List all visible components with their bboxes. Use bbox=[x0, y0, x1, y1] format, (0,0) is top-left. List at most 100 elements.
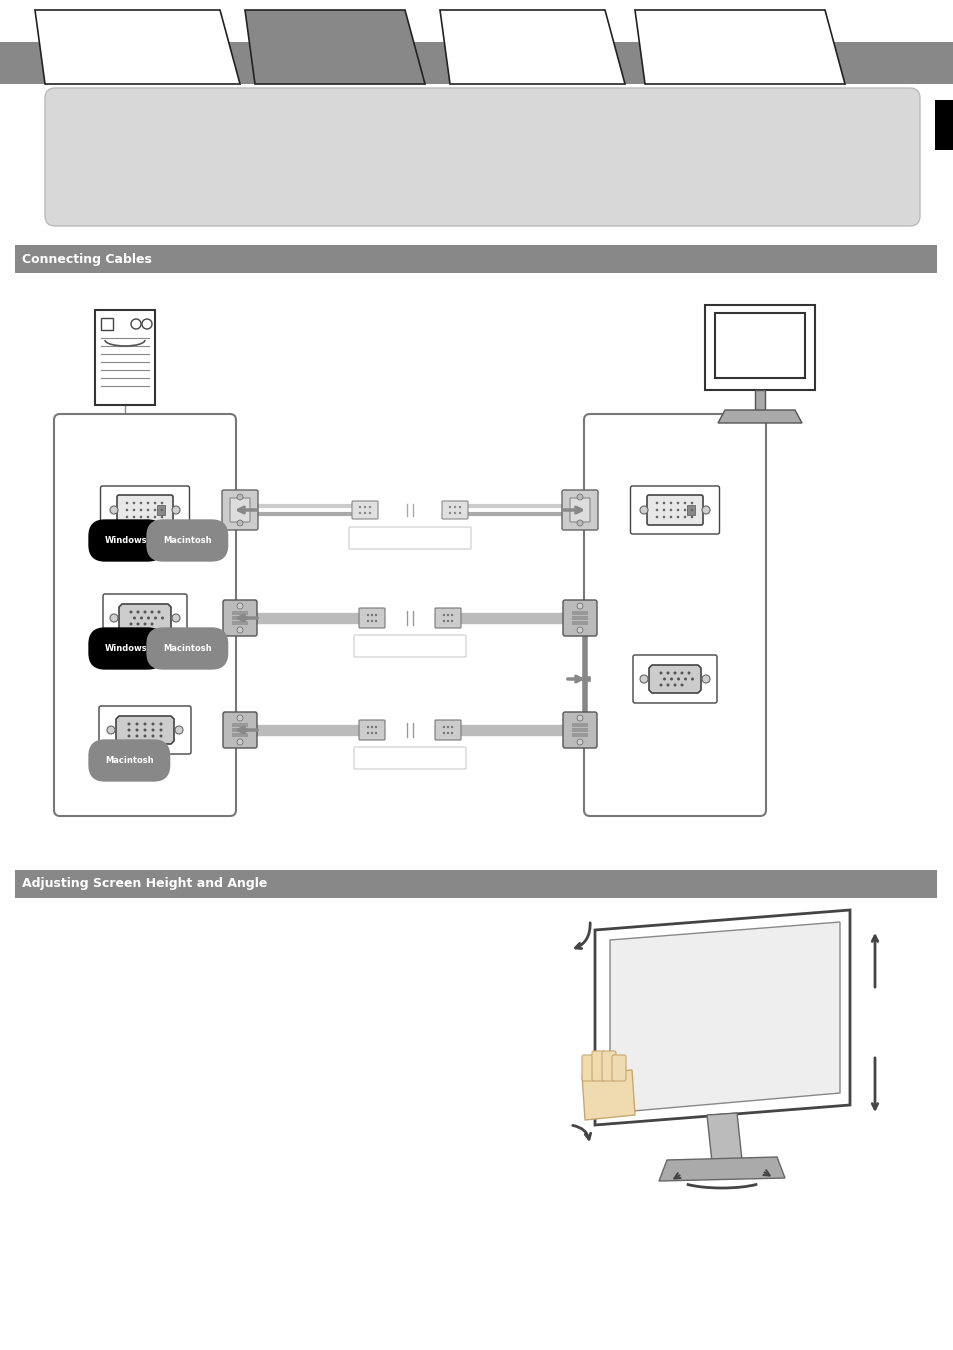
Circle shape bbox=[236, 716, 243, 721]
Polygon shape bbox=[635, 9, 844, 84]
Circle shape bbox=[132, 502, 135, 505]
Polygon shape bbox=[648, 666, 700, 693]
Circle shape bbox=[110, 614, 118, 622]
Bar bbox=[572, 621, 587, 625]
Text: Macintosh: Macintosh bbox=[105, 756, 153, 765]
FancyBboxPatch shape bbox=[441, 501, 468, 518]
Circle shape bbox=[369, 512, 371, 514]
Circle shape bbox=[577, 494, 582, 499]
FancyBboxPatch shape bbox=[223, 711, 256, 748]
Circle shape bbox=[442, 732, 445, 734]
Circle shape bbox=[442, 726, 445, 728]
Circle shape bbox=[451, 726, 453, 728]
Polygon shape bbox=[718, 410, 801, 423]
Polygon shape bbox=[119, 603, 171, 632]
FancyBboxPatch shape bbox=[352, 501, 377, 518]
Circle shape bbox=[446, 726, 449, 728]
FancyBboxPatch shape bbox=[435, 608, 460, 628]
FancyBboxPatch shape bbox=[435, 720, 460, 740]
FancyBboxPatch shape bbox=[230, 498, 250, 522]
Circle shape bbox=[152, 729, 154, 732]
FancyBboxPatch shape bbox=[358, 608, 385, 628]
Circle shape bbox=[448, 506, 451, 508]
Bar bbox=[754, 390, 764, 410]
FancyBboxPatch shape bbox=[54, 414, 235, 815]
Bar bbox=[572, 612, 587, 616]
Circle shape bbox=[446, 614, 449, 616]
Circle shape bbox=[153, 509, 156, 512]
Circle shape bbox=[655, 509, 658, 512]
Circle shape bbox=[659, 683, 661, 687]
Circle shape bbox=[126, 516, 128, 518]
Polygon shape bbox=[35, 9, 240, 84]
Circle shape bbox=[143, 734, 147, 737]
Bar bbox=[232, 728, 248, 732]
Circle shape bbox=[132, 516, 135, 518]
Bar bbox=[686, 505, 695, 514]
Circle shape bbox=[363, 506, 366, 508]
Circle shape bbox=[577, 738, 582, 745]
Circle shape bbox=[159, 734, 162, 737]
Circle shape bbox=[676, 509, 679, 512]
FancyBboxPatch shape bbox=[630, 486, 719, 535]
Circle shape bbox=[363, 512, 366, 514]
Circle shape bbox=[442, 614, 445, 616]
Circle shape bbox=[358, 506, 361, 508]
Circle shape bbox=[375, 726, 376, 728]
FancyBboxPatch shape bbox=[354, 634, 465, 657]
Circle shape bbox=[673, 671, 676, 675]
Circle shape bbox=[151, 622, 153, 625]
FancyBboxPatch shape bbox=[349, 526, 471, 549]
Circle shape bbox=[639, 506, 647, 514]
Circle shape bbox=[135, 734, 138, 737]
Circle shape bbox=[676, 502, 679, 505]
Circle shape bbox=[442, 620, 445, 622]
Circle shape bbox=[371, 620, 373, 622]
Bar bbox=[714, 313, 804, 378]
Text: Windows: Windows bbox=[105, 644, 148, 653]
Circle shape bbox=[174, 726, 183, 734]
FancyBboxPatch shape bbox=[562, 711, 597, 748]
FancyBboxPatch shape bbox=[100, 486, 190, 535]
FancyBboxPatch shape bbox=[222, 490, 257, 531]
Circle shape bbox=[446, 620, 449, 622]
Circle shape bbox=[366, 620, 369, 622]
Circle shape bbox=[126, 502, 128, 505]
Circle shape bbox=[159, 729, 162, 732]
Circle shape bbox=[666, 671, 669, 675]
Circle shape bbox=[236, 520, 243, 526]
Circle shape bbox=[153, 617, 157, 620]
FancyBboxPatch shape bbox=[569, 498, 589, 522]
Circle shape bbox=[160, 509, 163, 512]
Circle shape bbox=[662, 502, 664, 505]
Bar bbox=[157, 505, 165, 514]
FancyBboxPatch shape bbox=[223, 599, 256, 636]
Circle shape bbox=[673, 683, 676, 687]
Bar bbox=[572, 733, 587, 737]
FancyBboxPatch shape bbox=[99, 706, 191, 755]
Circle shape bbox=[152, 734, 154, 737]
FancyBboxPatch shape bbox=[633, 655, 717, 703]
FancyBboxPatch shape bbox=[45, 88, 919, 225]
Circle shape bbox=[366, 726, 369, 728]
Circle shape bbox=[136, 610, 139, 613]
Circle shape bbox=[683, 509, 685, 512]
FancyBboxPatch shape bbox=[646, 495, 702, 525]
Text: Adjusting Screen Height and Angle: Adjusting Screen Height and Angle bbox=[22, 878, 267, 891]
Polygon shape bbox=[245, 9, 424, 84]
Polygon shape bbox=[706, 1112, 741, 1162]
Circle shape bbox=[358, 512, 361, 514]
Circle shape bbox=[659, 671, 661, 675]
Bar bbox=[934, 100, 953, 150]
Circle shape bbox=[577, 603, 582, 609]
Circle shape bbox=[371, 614, 373, 616]
FancyBboxPatch shape bbox=[601, 1052, 616, 1081]
Bar bbox=[15, 869, 936, 898]
Circle shape bbox=[135, 729, 138, 732]
Circle shape bbox=[639, 675, 647, 683]
Circle shape bbox=[451, 614, 453, 616]
Circle shape bbox=[236, 603, 243, 609]
Circle shape bbox=[157, 610, 160, 613]
Text: Connecting Cables: Connecting Cables bbox=[22, 252, 152, 266]
Polygon shape bbox=[581, 1071, 635, 1120]
